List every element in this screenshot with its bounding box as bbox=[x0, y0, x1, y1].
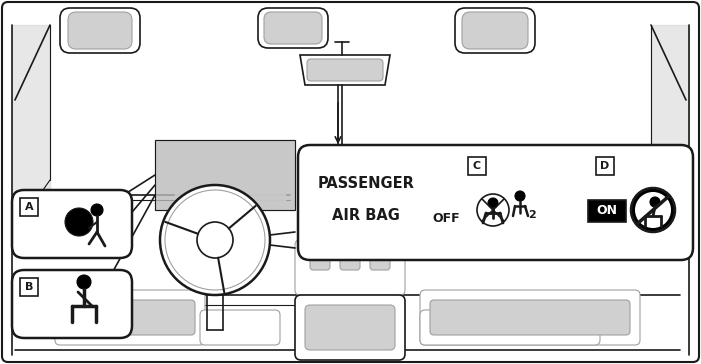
Polygon shape bbox=[300, 55, 390, 85]
FancyBboxPatch shape bbox=[65, 300, 195, 335]
FancyBboxPatch shape bbox=[370, 255, 390, 270]
Text: PASSENGER: PASSENGER bbox=[318, 175, 414, 190]
Text: C: C bbox=[473, 161, 481, 171]
Text: B: B bbox=[25, 282, 33, 292]
FancyBboxPatch shape bbox=[258, 8, 328, 48]
Polygon shape bbox=[651, 25, 689, 200]
Text: OFF: OFF bbox=[433, 211, 460, 225]
FancyBboxPatch shape bbox=[310, 255, 330, 270]
Text: ON: ON bbox=[597, 205, 618, 218]
FancyBboxPatch shape bbox=[295, 295, 405, 360]
Circle shape bbox=[635, 192, 671, 228]
FancyBboxPatch shape bbox=[420, 310, 600, 345]
FancyBboxPatch shape bbox=[462, 12, 528, 49]
Bar bbox=[588, 200, 626, 222]
FancyBboxPatch shape bbox=[295, 240, 405, 295]
Circle shape bbox=[515, 191, 525, 201]
Circle shape bbox=[160, 185, 270, 295]
Circle shape bbox=[650, 197, 660, 207]
Bar bbox=[20, 198, 38, 216]
Polygon shape bbox=[175, 150, 285, 205]
Text: 2: 2 bbox=[528, 210, 536, 220]
FancyBboxPatch shape bbox=[12, 270, 132, 338]
Bar bbox=[20, 278, 38, 296]
FancyBboxPatch shape bbox=[60, 8, 140, 53]
FancyBboxPatch shape bbox=[12, 190, 132, 258]
FancyBboxPatch shape bbox=[307, 59, 383, 81]
FancyBboxPatch shape bbox=[340, 255, 360, 270]
Circle shape bbox=[197, 222, 233, 258]
FancyBboxPatch shape bbox=[200, 310, 280, 345]
Text: AIR BAG: AIR BAG bbox=[332, 207, 400, 222]
Polygon shape bbox=[155, 140, 295, 210]
Circle shape bbox=[488, 198, 498, 208]
FancyBboxPatch shape bbox=[430, 300, 630, 335]
Text: A: A bbox=[25, 202, 34, 212]
Circle shape bbox=[91, 204, 103, 216]
FancyBboxPatch shape bbox=[55, 290, 205, 345]
Polygon shape bbox=[12, 25, 50, 200]
FancyBboxPatch shape bbox=[298, 145, 693, 260]
FancyBboxPatch shape bbox=[420, 290, 640, 345]
Circle shape bbox=[65, 208, 93, 236]
FancyBboxPatch shape bbox=[305, 305, 395, 350]
Circle shape bbox=[77, 275, 91, 289]
Bar bbox=[468, 157, 486, 175]
FancyBboxPatch shape bbox=[68, 12, 132, 49]
FancyBboxPatch shape bbox=[264, 12, 322, 44]
FancyBboxPatch shape bbox=[455, 8, 535, 53]
Circle shape bbox=[631, 188, 675, 232]
Bar bbox=[596, 157, 614, 175]
Text: D: D bbox=[600, 161, 610, 171]
